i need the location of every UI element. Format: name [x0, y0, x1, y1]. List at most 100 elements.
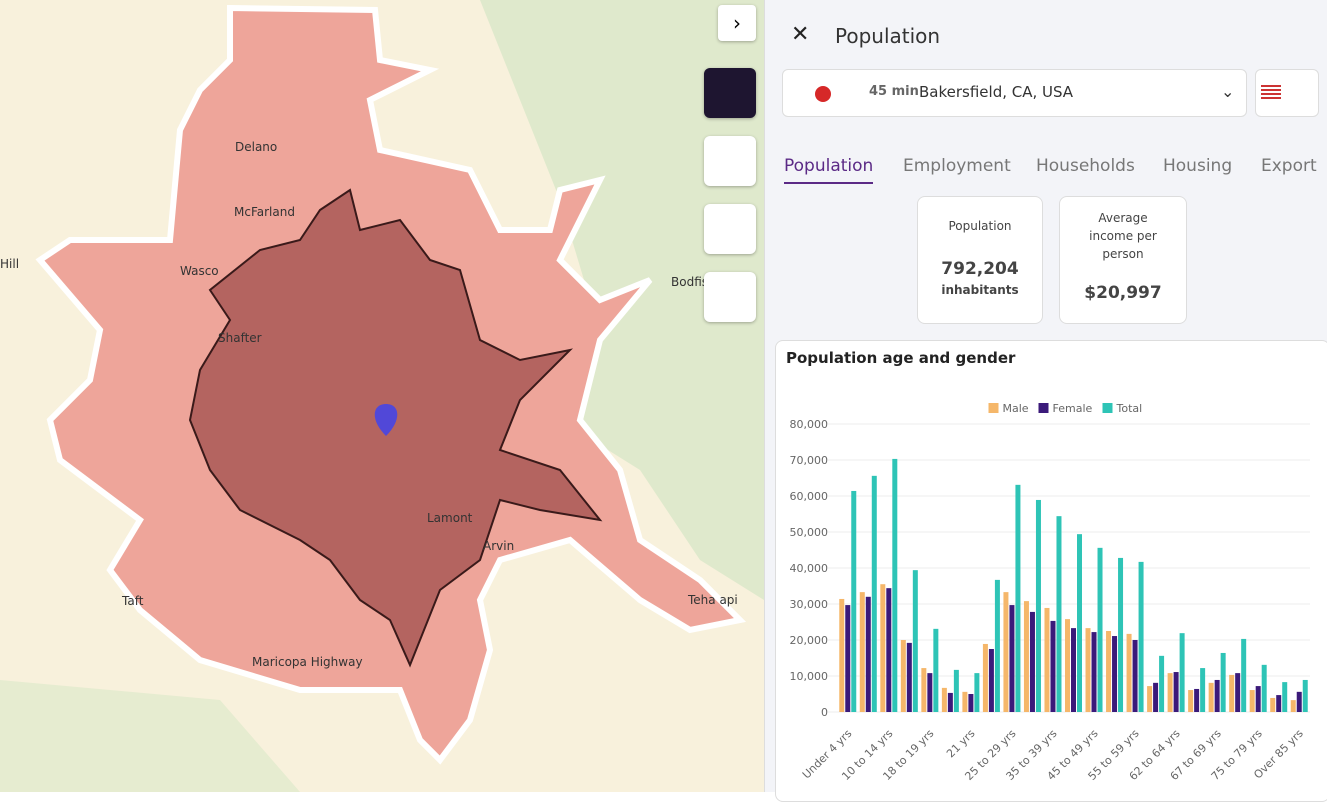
legend-label: Total — [1116, 402, 1143, 415]
x-tick-label: 21 yrs — [944, 727, 978, 761]
place-label: Delano — [235, 140, 277, 154]
bar — [1118, 557, 1124, 712]
poi-tool[interactable] — [704, 136, 756, 186]
bar — [1159, 655, 1165, 712]
isochrone-selector[interactable]: 45 min Bakersfield, CA, USA ⌄ — [782, 69, 1247, 117]
place-label: McFarland — [234, 205, 295, 219]
bar — [892, 458, 898, 712]
population-tool[interactable] — [704, 68, 756, 118]
chart-title: Population age and gender — [786, 349, 1016, 367]
bar — [1085, 628, 1091, 712]
map-labels: Delano McFarland Wasco Shafter Lamont Ar… — [0, 140, 738, 669]
bar — [1015, 484, 1021, 712]
bar — [1282, 682, 1288, 712]
map[interactable]: Delano McFarland Wasco Shafter Lamont Ar… — [0, 0, 764, 792]
bar — [953, 669, 959, 712]
institution-tool[interactable] — [704, 204, 756, 254]
bar — [859, 592, 865, 712]
bar — [962, 691, 968, 712]
bar — [1276, 695, 1282, 712]
y-tick-label: 40,000 — [790, 562, 829, 575]
bar — [947, 692, 953, 712]
bar — [1029, 611, 1035, 712]
bar — [1035, 499, 1041, 712]
y-tick-label: 0 — [821, 706, 828, 719]
tab[interactable]: Housing — [1163, 156, 1233, 176]
bar — [871, 475, 877, 712]
bar — [1179, 633, 1185, 712]
bar — [968, 694, 974, 712]
location-pin[interactable] — [374, 404, 398, 436]
tab-bar: Population Employment Households Housing… — [765, 150, 1327, 188]
bar — [1296, 691, 1302, 712]
bar — [1208, 682, 1214, 712]
card-unit: inhabitants — [941, 283, 1019, 297]
location: Bakersfield, CA, USA — [919, 83, 1074, 101]
collapse-button[interactable]: › — [718, 5, 756, 41]
bar — [941, 687, 947, 712]
bar — [974, 673, 980, 712]
y-tick-label: 60,000 — [790, 490, 829, 503]
bar — [1290, 700, 1296, 712]
color-dot — [815, 86, 831, 102]
bar — [1126, 633, 1132, 712]
bar — [886, 588, 892, 712]
terrain — [0, 680, 300, 792]
bar — [880, 584, 886, 712]
tab[interactable]: Population — [784, 156, 874, 184]
bar — [1065, 619, 1070, 712]
stat-card: Population 792,204 inhabitants — [917, 196, 1043, 324]
card-label: Population — [948, 219, 1012, 233]
place-label: Hill — [0, 257, 19, 271]
close-button[interactable]: ✕ — [791, 22, 810, 47]
card-value: 792,204 — [941, 259, 1019, 279]
bar — [1302, 679, 1308, 712]
bar — [1153, 682, 1159, 712]
bar — [1097, 547, 1103, 712]
data-tool[interactable] — [704, 272, 756, 322]
bar — [1147, 686, 1153, 712]
country-selector[interactable] — [1255, 69, 1319, 117]
bar — [900, 640, 906, 712]
place-label: Maricopa Highway — [252, 655, 363, 669]
legend-swatch — [1102, 403, 1113, 413]
bar — [1138, 561, 1144, 712]
bar — [906, 642, 912, 712]
flag — [1261, 85, 1281, 99]
bar — [1235, 673, 1241, 712]
tab[interactable]: Employment — [903, 156, 1011, 176]
bar — [912, 570, 918, 712]
bar — [1188, 690, 1194, 712]
bar — [1194, 688, 1200, 712]
tab[interactable]: Export — [1261, 156, 1317, 176]
legend-label: Male — [1003, 402, 1029, 415]
bar — [1009, 605, 1015, 712]
bar — [1023, 601, 1029, 712]
bar — [1229, 674, 1235, 712]
bar — [982, 643, 988, 712]
bar — [865, 596, 871, 712]
stat-card: Average income per person $20,997 — [1059, 196, 1187, 324]
dropdown-arrow: ⌄ — [1221, 82, 1235, 101]
isochrone-inner[interactable] — [188, 188, 603, 668]
y-tick-label: 30,000 — [790, 598, 829, 611]
bar — [1106, 631, 1112, 712]
bar — [994, 579, 1000, 712]
panel-title: Population — [835, 24, 941, 48]
chart-card — [775, 340, 1327, 802]
bar — [1056, 516, 1062, 712]
y-tick-label: 10,000 — [790, 670, 829, 683]
bar — [1241, 638, 1247, 712]
bar — [1200, 668, 1206, 712]
place-label: Arvin — [483, 539, 514, 553]
y-tick-label: 80,000 — [790, 418, 829, 431]
bar — [1132, 640, 1138, 712]
place-label: Taft — [121, 594, 144, 608]
legend-label: Female — [1053, 402, 1093, 415]
tab[interactable]: Households — [1036, 156, 1135, 176]
bar — [1261, 664, 1267, 712]
place-label: Wasco — [180, 264, 219, 278]
card-label: Average income per person — [1089, 211, 1157, 261]
legend-swatch — [1038, 403, 1049, 413]
